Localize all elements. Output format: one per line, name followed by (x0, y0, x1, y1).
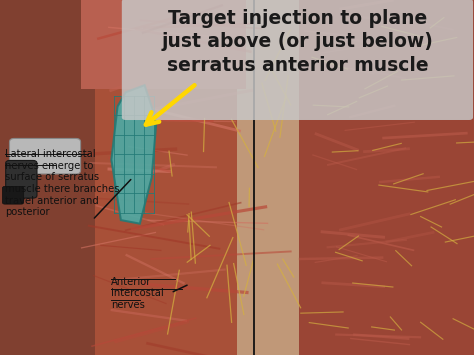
FancyBboxPatch shape (9, 138, 81, 174)
FancyBboxPatch shape (299, 0, 474, 355)
FancyBboxPatch shape (81, 0, 474, 355)
FancyBboxPatch shape (81, 0, 246, 89)
FancyBboxPatch shape (237, 0, 299, 355)
FancyBboxPatch shape (122, 0, 473, 120)
FancyBboxPatch shape (6, 160, 37, 198)
Text: Anterior
intercostal
nerves: Anterior intercostal nerves (111, 277, 164, 310)
Text: Lateral intercostal
nerves emerge to
surface of serratus
muscle there branches
t: Lateral intercostal nerves emerge to sur… (5, 149, 119, 217)
FancyBboxPatch shape (2, 186, 24, 204)
FancyBboxPatch shape (0, 0, 95, 355)
Text: Target injection to plane
just above (or just below)
serratus anterior muscle: Target injection to plane just above (or… (162, 9, 434, 75)
Polygon shape (111, 85, 156, 224)
